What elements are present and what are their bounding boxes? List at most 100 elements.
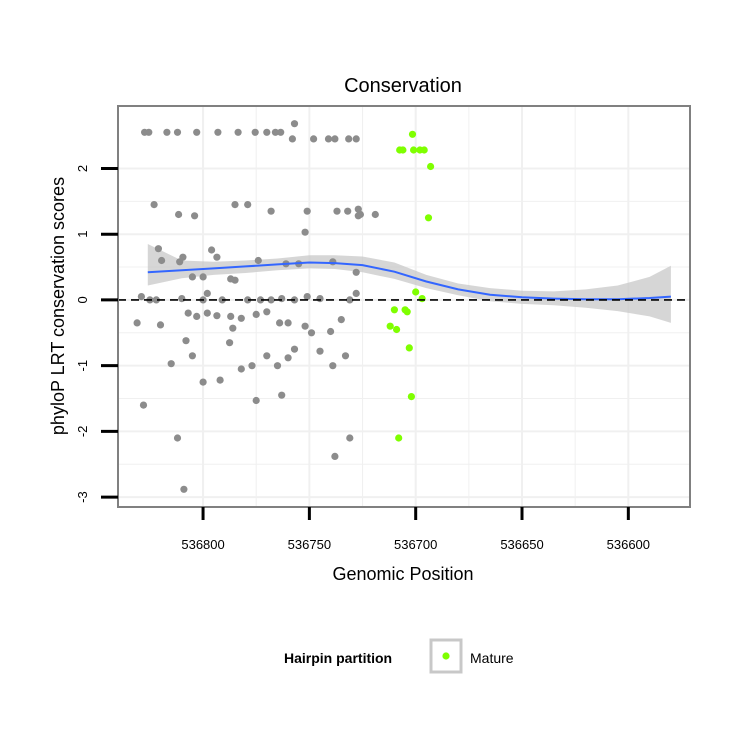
y-axis: -3 -2 -1 0 1 2 bbox=[75, 165, 118, 503]
point-other bbox=[188, 352, 196, 360]
point-other bbox=[276, 319, 284, 327]
point-other bbox=[290, 345, 299, 353]
point-other bbox=[199, 273, 207, 281]
point-other bbox=[175, 210, 183, 219]
point-other bbox=[333, 207, 341, 215]
point-other bbox=[152, 296, 160, 304]
x-tick-label: 536750 bbox=[288, 537, 331, 552]
point-other bbox=[199, 378, 207, 386]
y-tick-label: -1 bbox=[75, 360, 90, 372]
point-other bbox=[173, 128, 182, 136]
point-mature bbox=[393, 325, 401, 334]
point-other bbox=[252, 310, 260, 318]
point-other bbox=[267, 296, 275, 304]
point-other bbox=[284, 319, 292, 327]
point-other bbox=[213, 312, 221, 320]
point-other bbox=[188, 273, 196, 281]
point-other bbox=[341, 352, 350, 360]
point-other bbox=[329, 362, 337, 370]
scatter-points-layer bbox=[133, 120, 435, 493]
y-tick-label: 0 bbox=[75, 296, 90, 303]
point-other bbox=[203, 309, 211, 317]
plot-border bbox=[117, 105, 691, 508]
point-other bbox=[352, 268, 360, 276]
y-tick-label: -2 bbox=[75, 426, 90, 438]
point-other bbox=[277, 128, 285, 136]
point-other bbox=[278, 295, 286, 303]
point-other bbox=[208, 246, 216, 254]
x-tick-label: 536600 bbox=[607, 537, 650, 552]
point-other bbox=[284, 354, 292, 362]
x-axis: 536800 536750 536700 536650 536600 bbox=[181, 507, 650, 552]
point-mature bbox=[420, 146, 428, 154]
point-other bbox=[263, 308, 271, 316]
point-other bbox=[337, 316, 345, 324]
x-axis-title: Genomic Position bbox=[332, 564, 473, 584]
point-other bbox=[163, 128, 171, 136]
point-other bbox=[227, 312, 235, 320]
point-other bbox=[145, 128, 153, 136]
point-other bbox=[345, 135, 353, 143]
point-other bbox=[303, 207, 311, 215]
point-other bbox=[178, 295, 186, 303]
point-other bbox=[329, 258, 337, 266]
point-other bbox=[316, 347, 324, 355]
point-other bbox=[231, 201, 239, 209]
point-mature bbox=[412, 288, 420, 296]
point-other bbox=[346, 296, 354, 304]
point-other bbox=[352, 135, 360, 143]
point-other bbox=[191, 212, 199, 220]
plot-panel bbox=[117, 105, 691, 508]
point-mature bbox=[407, 393, 415, 401]
legend: Hairpin partition Mature bbox=[284, 638, 514, 674]
point-other bbox=[167, 360, 175, 368]
point-other bbox=[331, 452, 339, 460]
point-other bbox=[251, 128, 259, 136]
point-other bbox=[176, 258, 184, 266]
legend-title: Hairpin partition bbox=[284, 650, 392, 666]
legend-key-mature-dot bbox=[442, 652, 450, 660]
point-other bbox=[344, 207, 352, 215]
point-other bbox=[301, 322, 309, 330]
point-other bbox=[263, 128, 271, 136]
point-other bbox=[137, 293, 145, 301]
point-other bbox=[371, 210, 379, 219]
point-mature bbox=[395, 434, 403, 442]
point-other bbox=[324, 135, 333, 143]
point-mature bbox=[405, 344, 413, 352]
x-tick-label: 536800 bbox=[181, 537, 224, 552]
point-other bbox=[316, 295, 324, 303]
point-other bbox=[244, 296, 252, 304]
point-other bbox=[226, 339, 234, 347]
grid-lines bbox=[118, 106, 690, 507]
point-other bbox=[256, 296, 265, 304]
point-mature bbox=[403, 308, 411, 316]
point-other bbox=[216, 376, 224, 384]
point-other bbox=[254, 256, 262, 265]
point-other bbox=[301, 228, 309, 236]
point-other bbox=[158, 256, 166, 265]
y-tick-label: 1 bbox=[75, 231, 90, 238]
point-other bbox=[303, 293, 311, 301]
point-other bbox=[310, 135, 318, 143]
point-other bbox=[267, 207, 275, 215]
point-other bbox=[352, 289, 360, 297]
point-other bbox=[327, 327, 335, 336]
y-tick-label: -3 bbox=[75, 491, 90, 503]
point-mature bbox=[399, 146, 407, 154]
point-other bbox=[156, 321, 165, 329]
point-mature bbox=[418, 295, 426, 303]
point-other bbox=[346, 434, 354, 442]
point-other bbox=[273, 362, 282, 370]
point-mature bbox=[427, 162, 435, 171]
point-other bbox=[244, 201, 252, 209]
point-other bbox=[288, 135, 296, 143]
point-other bbox=[237, 365, 245, 373]
point-mature bbox=[408, 130, 417, 138]
point-other bbox=[331, 135, 339, 143]
point-other bbox=[263, 352, 271, 360]
point-other bbox=[193, 128, 201, 136]
point-other bbox=[139, 401, 148, 409]
point-other bbox=[184, 309, 192, 317]
